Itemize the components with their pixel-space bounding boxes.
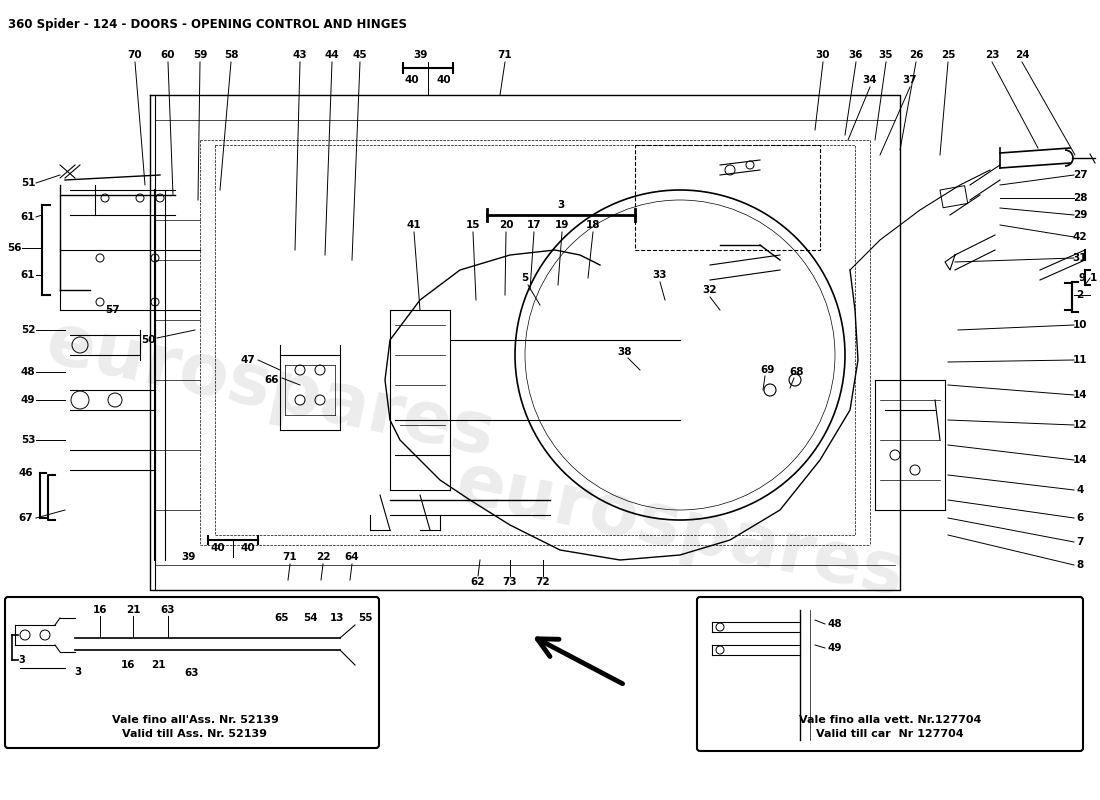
Text: eurospares: eurospares: [450, 449, 911, 611]
Text: 41: 41: [407, 220, 421, 230]
Text: 18: 18: [585, 220, 601, 230]
Text: 21: 21: [151, 660, 165, 670]
Text: 49: 49: [827, 643, 843, 653]
Bar: [635, 145, 820, 250]
Text: 47: 47: [241, 355, 255, 365]
Text: 52: 52: [21, 325, 35, 335]
Text: 10: 10: [1072, 320, 1087, 330]
Bar: [940, 186, 968, 208]
Text: 36: 36: [849, 50, 864, 60]
Text: Vale fino alla vett. Nr.127704: Vale fino alla vett. Nr.127704: [799, 715, 981, 725]
Text: 73: 73: [503, 577, 517, 587]
Text: 9: 9: [1078, 273, 1086, 283]
Text: 50: 50: [141, 335, 155, 345]
Text: 48: 48: [827, 619, 843, 629]
Text: 70: 70: [128, 50, 142, 60]
Text: 63: 63: [161, 605, 175, 615]
Text: 31: 31: [1072, 253, 1087, 263]
Text: 69: 69: [761, 365, 776, 375]
Text: 37: 37: [903, 75, 917, 85]
Text: 68: 68: [790, 367, 804, 377]
Text: 58: 58: [223, 50, 239, 60]
Text: 56: 56: [7, 243, 21, 253]
Text: Vale fino all'Ass. Nr. 52139: Vale fino all'Ass. Nr. 52139: [111, 715, 278, 725]
Text: 49: 49: [21, 395, 35, 405]
Text: 24: 24: [1014, 50, 1030, 60]
Text: 62: 62: [471, 577, 485, 587]
Text: 26: 26: [909, 50, 923, 60]
Text: 55: 55: [358, 613, 372, 623]
Text: 33: 33: [652, 270, 668, 280]
Text: 3: 3: [19, 655, 25, 665]
Text: 39: 39: [412, 50, 427, 60]
Text: 12: 12: [1072, 420, 1087, 430]
Text: Valid till Ass. Nr. 52139: Valid till Ass. Nr. 52139: [122, 729, 267, 739]
Text: 64: 64: [344, 552, 360, 562]
Text: 65: 65: [275, 613, 289, 623]
Text: 5: 5: [521, 273, 529, 283]
Text: 40: 40: [437, 75, 451, 85]
Text: 45: 45: [353, 50, 367, 60]
Text: 71: 71: [497, 50, 513, 60]
Text: 14: 14: [1072, 455, 1087, 465]
Text: 66: 66: [265, 375, 279, 385]
Text: 53: 53: [21, 435, 35, 445]
Text: 16: 16: [121, 660, 135, 670]
Text: 27: 27: [1072, 170, 1087, 180]
Text: 23: 23: [984, 50, 999, 60]
Text: 40: 40: [211, 543, 226, 553]
Text: 48: 48: [21, 367, 35, 377]
Text: 1: 1: [1089, 273, 1097, 283]
Text: 29: 29: [1072, 210, 1087, 220]
Text: 28: 28: [1072, 193, 1087, 203]
Text: 16: 16: [92, 605, 108, 615]
Text: 3: 3: [75, 667, 81, 677]
Text: 63: 63: [185, 668, 199, 678]
Text: 38: 38: [618, 347, 632, 357]
Text: 4: 4: [1076, 485, 1084, 495]
Text: 35: 35: [879, 50, 893, 60]
Text: 19: 19: [554, 220, 569, 230]
Text: 57: 57: [106, 305, 120, 315]
Text: 11: 11: [1072, 355, 1087, 365]
Text: 34: 34: [862, 75, 878, 85]
Text: 51: 51: [21, 178, 35, 188]
Text: 60: 60: [161, 50, 175, 60]
Text: 67: 67: [19, 513, 33, 523]
Text: Valid till car  Nr 127704: Valid till car Nr 127704: [816, 729, 964, 739]
Text: 72: 72: [536, 577, 550, 587]
Text: 22: 22: [316, 552, 330, 562]
Text: 40: 40: [241, 543, 255, 553]
Text: 7: 7: [1076, 537, 1084, 547]
Text: 20: 20: [498, 220, 514, 230]
Text: 39: 39: [180, 552, 195, 562]
Text: 59: 59: [192, 50, 207, 60]
Text: 54: 54: [302, 613, 317, 623]
Text: 61: 61: [21, 212, 35, 222]
Text: 44: 44: [324, 50, 340, 60]
Text: 6: 6: [1077, 513, 1084, 523]
Text: 3: 3: [558, 200, 564, 210]
Text: 32: 32: [703, 285, 717, 295]
Text: 17: 17: [527, 220, 541, 230]
Text: 30: 30: [816, 50, 831, 60]
Text: 46: 46: [19, 468, 33, 478]
Text: 13: 13: [330, 613, 344, 623]
Text: 8: 8: [1077, 560, 1084, 570]
Text: 21: 21: [125, 605, 141, 615]
Text: 2: 2: [1077, 290, 1084, 300]
Text: eurospares: eurospares: [40, 309, 500, 471]
Text: 40: 40: [405, 75, 419, 85]
Text: 71: 71: [283, 552, 297, 562]
Text: 15: 15: [465, 220, 481, 230]
Text: 14: 14: [1072, 390, 1087, 400]
Bar: [214, 145, 855, 535]
Text: 42: 42: [1072, 232, 1087, 242]
Text: 25: 25: [940, 50, 955, 60]
Text: 360 Spider - 124 - DOORS - OPENING CONTROL AND HINGES: 360 Spider - 124 - DOORS - OPENING CONTR…: [8, 18, 407, 31]
Text: 61: 61: [21, 270, 35, 280]
Text: 43: 43: [293, 50, 307, 60]
